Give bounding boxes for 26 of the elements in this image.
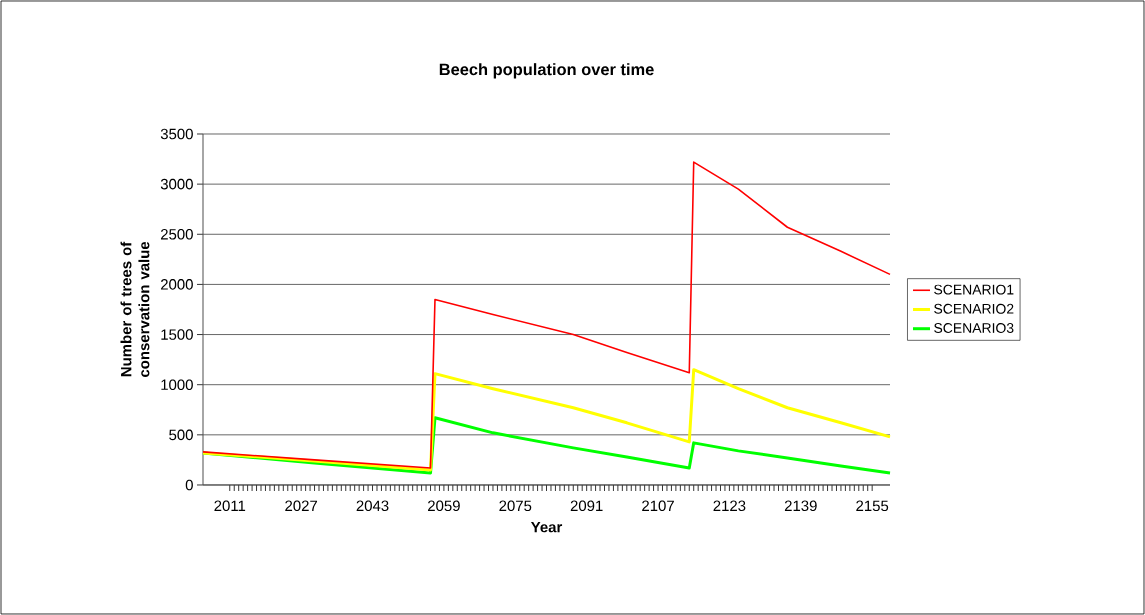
chart-title: Beech population over time bbox=[439, 63, 654, 79]
legend-label: SCENARIO1 bbox=[934, 284, 1014, 295]
y-tick-label: 3500 bbox=[160, 128, 193, 140]
x-tick-label: 2155 bbox=[856, 500, 889, 512]
x-tick-label: 2075 bbox=[499, 500, 532, 512]
y-tick-label: 2000 bbox=[160, 279, 193, 290]
x-tick-label: 2027 bbox=[285, 500, 318, 512]
x-axis-title: Year bbox=[530, 521, 563, 533]
legend-label: SCENARIO2 bbox=[934, 303, 1014, 314]
x-tick-label: 2107 bbox=[642, 500, 674, 512]
x-tick-label: 2011 bbox=[214, 500, 246, 512]
x-tick-label: 2123 bbox=[713, 500, 746, 512]
y-tick-label: 1000 bbox=[161, 379, 193, 390]
line-series bbox=[202, 161, 891, 469]
legend-label: SCENARIO3 bbox=[934, 323, 1014, 333]
y-axis-title: Number of trees of conservation value bbox=[120, 241, 150, 378]
y-tick-label: 1500 bbox=[161, 329, 193, 340]
y-tick-label: 0 bbox=[185, 479, 193, 491]
line-series bbox=[201, 368, 892, 472]
x-tick-label: 2091 bbox=[570, 500, 603, 512]
x-tick-label: 2059 bbox=[428, 500, 460, 512]
x-tick-label: 2043 bbox=[356, 500, 389, 512]
x-tick-label: 2139 bbox=[784, 500, 817, 512]
y-tick-label: 3000 bbox=[160, 178, 193, 190]
y-tick-label: 2500 bbox=[160, 228, 193, 240]
y-tick-label: 500 bbox=[169, 429, 193, 441]
